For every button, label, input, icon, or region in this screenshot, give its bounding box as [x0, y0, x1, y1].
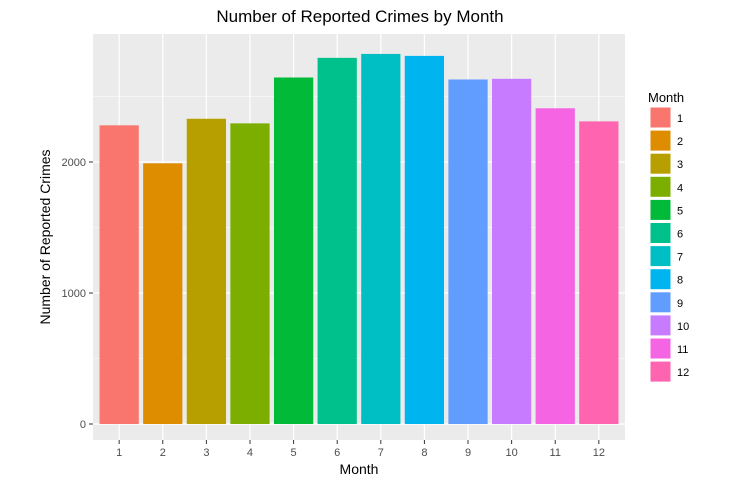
legend-swatch: [649, 337, 672, 360]
x-tick-label: 11: [550, 447, 561, 459]
legend-label: 6: [677, 229, 683, 241]
legend-item-3: 3: [649, 152, 683, 175]
legend-item-8: 8: [649, 268, 683, 291]
x-tick-label: 8: [421, 447, 427, 459]
legend-label: 11: [677, 344, 688, 356]
bar-1: [99, 125, 139, 424]
legend-label: 5: [677, 205, 683, 217]
y-tick-label: 2000: [62, 157, 86, 169]
x-tick-label: 2: [160, 447, 166, 459]
legend-label: 12: [677, 367, 689, 379]
legend-swatch: [649, 360, 672, 383]
bar-4: [230, 123, 270, 424]
legend-title: Month: [648, 90, 684, 105]
bar-8: [404, 55, 445, 424]
bars: [99, 53, 619, 425]
x-tick-label: 10: [505, 447, 517, 459]
legend-item-11: 11: [649, 337, 688, 360]
bar-5: [273, 77, 314, 424]
legend-item-1: 1: [649, 106, 683, 129]
x-tick-label: 3: [203, 447, 209, 459]
legend-label: 10: [677, 321, 689, 333]
legend-item-12: 12: [649, 360, 689, 383]
legend-swatch: [649, 268, 672, 291]
legend-swatch: [649, 291, 672, 314]
bar-9: [448, 79, 488, 424]
legend-label: 8: [677, 275, 683, 287]
x-tick-label: 4: [247, 447, 253, 459]
legend-item-2: 2: [649, 129, 683, 152]
y-axis: 0 1000 2000: [62, 157, 93, 431]
legend-swatch: [649, 175, 672, 198]
legend-swatch: [649, 152, 672, 175]
legend-label: 3: [677, 159, 683, 171]
chart-title: Number of Reported Crimes by Month: [216, 7, 503, 26]
legend-item-6: 6: [649, 222, 683, 244]
legend-swatch: [649, 245, 672, 268]
y-tick-label: 1000: [62, 288, 86, 300]
legend-label: 2: [677, 136, 683, 148]
legend-item-4: 4: [649, 175, 683, 198]
x-tick-label: 12: [593, 447, 605, 459]
legend-item-10: 10: [649, 314, 689, 337]
bar-10: [492, 78, 532, 424]
legend-label: 7: [677, 252, 683, 264]
bar-12: [579, 121, 619, 424]
x-tick-label: 7: [378, 447, 384, 459]
legend-label: 1: [677, 113, 683, 125]
bar-2: [143, 163, 183, 424]
legend-swatch: [649, 314, 672, 337]
x-axis-title: Month: [340, 461, 379, 477]
legend-label: 9: [677, 298, 683, 310]
legend-swatch: [649, 198, 672, 221]
bar-11: [535, 108, 575, 424]
bar-3: [186, 118, 226, 425]
legend-swatch: [649, 106, 672, 129]
y-tick-label: 0: [80, 419, 86, 431]
x-tick-label: 6: [334, 447, 340, 459]
bar-7: [361, 53, 401, 425]
x-tick-label: 1: [116, 447, 122, 459]
legend-label: 4: [677, 182, 683, 194]
legend-item-5: 5: [649, 198, 683, 221]
x-axis: 1 2 3 4 5 6 7 8 9 10 11 12: [116, 440, 605, 459]
y-axis-title: Number of Reported Crimes: [37, 149, 53, 324]
legend-item-7: 7: [649, 245, 683, 268]
x-tick-label: 5: [291, 447, 297, 459]
legend-item-9: 9: [649, 291, 683, 314]
bar-6: [317, 57, 357, 424]
legend-swatch: [649, 129, 672, 152]
legend-swatch: [649, 222, 672, 244]
x-tick-label: 9: [465, 447, 471, 459]
